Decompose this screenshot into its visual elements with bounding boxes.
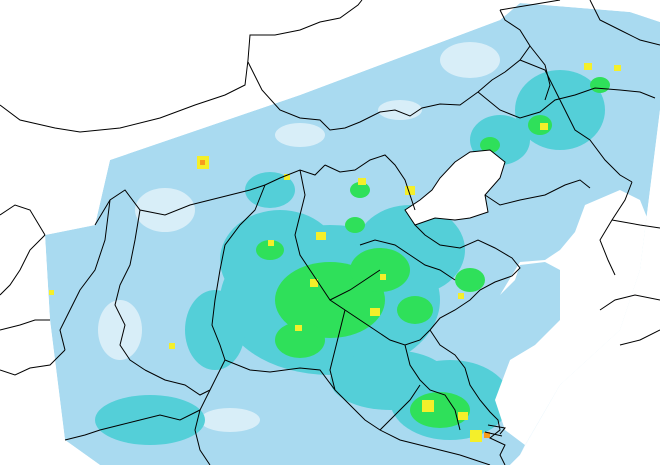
korea-border [599, 181, 633, 276]
province-borders [94, 164, 326, 226]
sea-east [495, 190, 640, 445]
northeast-border [477, 87, 656, 119]
mongolia-border [0, 0, 363, 133]
shandong-coastline [414, 224, 521, 331]
east-coastline [429, 329, 506, 465]
bohai-sea [405, 150, 505, 225]
bohai-coastline [404, 149, 506, 226]
peak-spots [200, 160, 490, 438]
hotspots [49, 63, 621, 442]
inner-mongolia-border [247, 9, 531, 131]
